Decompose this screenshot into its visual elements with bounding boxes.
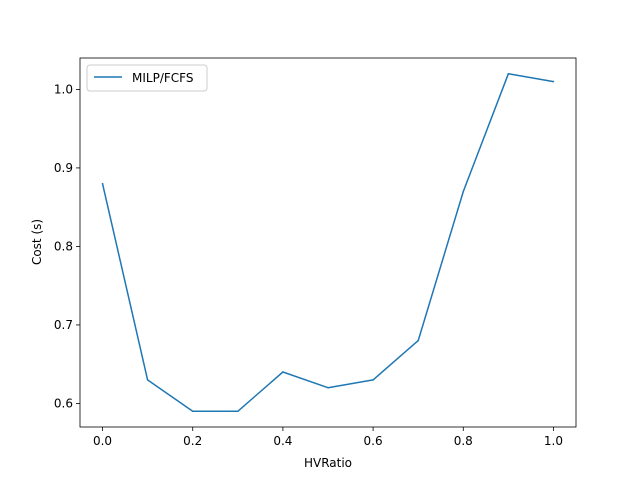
legend: MILP/FCFS <box>86 64 208 92</box>
data-point <box>237 410 239 413</box>
y-axis-ticks: 0.6 0.7 0.8 0.9 1.0 <box>54 82 80 410</box>
data-point <box>327 386 329 389</box>
x-tick-label: 0.8 <box>454 434 473 448</box>
data-point <box>372 379 374 381</box>
x-tick-label: 0.2 <box>183 434 202 448</box>
data-point <box>101 182 104 185</box>
legend-box <box>86 64 208 92</box>
data-point <box>552 80 555 83</box>
y-tick-label: 0.7 <box>54 318 73 332</box>
axes-frame <box>79 57 577 428</box>
x-tick-label: 0.4 <box>273 434 292 448</box>
legend-label-milp-fcfs: MILP/FCFS <box>132 71 193 85</box>
y-tick-label: 1.0 <box>54 82 73 96</box>
y-tick-label: 0.9 <box>54 161 73 175</box>
data-point <box>282 371 284 373</box>
y-tick-label: 0.8 <box>54 239 73 253</box>
data-point <box>417 339 419 342</box>
data-point <box>191 410 194 413</box>
x-tick-label: 0.0 <box>93 434 112 448</box>
y-axis-label: Cost (s) <box>30 219 44 265</box>
plot-area <box>101 72 555 413</box>
data-point <box>146 379 149 381</box>
data-point <box>507 72 510 75</box>
x-axis-ticks: 0.0 0.2 0.4 0.6 0.8 1.0 <box>93 427 563 448</box>
x-tick-label: 1.0 <box>544 434 563 448</box>
data-point <box>462 190 465 193</box>
x-axis-label: HVRatio <box>304 456 352 470</box>
y-tick-label: 0.6 <box>54 396 73 410</box>
x-tick-label: 0.6 <box>364 434 383 448</box>
